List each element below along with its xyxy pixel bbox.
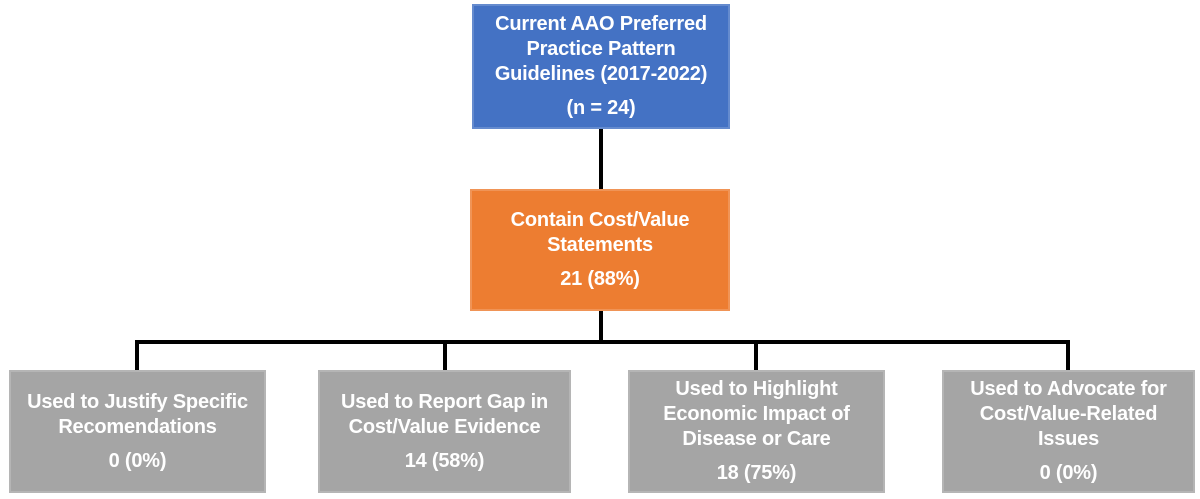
mid-node-label-line: Statements [547, 234, 653, 256]
leaf-node-count: 0 (0%) [108, 449, 167, 472]
leaf-node-count: 14 (58%) [404, 449, 485, 472]
mid-node-label-line: Contain Cost/Value [510, 209, 690, 231]
leaf-node-count: 18 (75%) [716, 462, 797, 484]
root-node-label-line: Current AAO Preferred [495, 13, 707, 35]
mid-node-contain-statements: Contain Cost/Value Statements 21 (88%) [470, 189, 730, 311]
leaf-node-label-line: Used to Highlight [675, 378, 838, 400]
root-node-label-line: Practice Pattern [526, 38, 676, 60]
mid-node-count: 21 (88%) [560, 268, 640, 290]
connector-drop-leaf-3 [754, 340, 758, 370]
connector-root-to-mid [599, 129, 603, 189]
leaf-node-label-line: Issues [1037, 428, 1100, 450]
root-node-count: (n = 24) [566, 97, 636, 119]
root-node-aao-guidelines: Current AAO Preferred Practice Pattern G… [472, 4, 730, 129]
leaf-node-label: Used to Advocate for Cost/Value-Related … [970, 377, 1167, 452]
connector-drop-leaf-4 [1066, 340, 1070, 370]
leaf-node-label: Used to Justify Specific Recomendations [27, 390, 248, 440]
leaf-node-label-line: Cost/Value Evidence [348, 415, 541, 438]
leaf-node-count: 0 (0%) [1039, 462, 1098, 484]
connector-branch-horizontal [135, 340, 1070, 344]
leaf-node-label-line: Disease or Care [682, 428, 831, 450]
leaf-node-label-line: Used to Report Gap in [341, 390, 548, 413]
mid-node-label: Contain Cost/Value Statements [511, 208, 690, 258]
leaf-node-justify-recommendations: Used to Justify Specific Recomendations … [9, 370, 266, 493]
root-node-label-line: Guidelines (2017-2022) [494, 63, 708, 85]
leaf-node-label-line: Economic Impact of [663, 403, 850, 425]
leaf-node-report-gap: Used to Report Gap in Cost/Value Evidenc… [318, 370, 571, 493]
connector-mid-to-branch [599, 311, 603, 344]
leaf-node-label-line: Used to Advocate for [970, 378, 1167, 400]
leaf-node-label-line: Recomendations [58, 415, 217, 438]
leaf-node-highlight-economic-impact: Used to Highlight Economic Impact of Dis… [628, 370, 885, 493]
leaf-node-label-line: Used to Justify Specific [27, 390, 248, 413]
leaf-node-advocate-issues: Used to Advocate for Cost/Value-Related … [942, 370, 1195, 493]
connector-drop-leaf-2 [443, 340, 447, 370]
root-node-label: Current AAO Preferred Practice Pattern G… [494, 12, 708, 87]
connector-drop-leaf-1 [135, 340, 139, 370]
leaf-node-label: Used to Report Gap in Cost/Value Evidenc… [341, 390, 548, 440]
leaf-node-label: Used to Highlight Economic Impact of Dis… [663, 377, 850, 452]
leaf-node-label-line: Cost/Value-Related [979, 403, 1158, 425]
